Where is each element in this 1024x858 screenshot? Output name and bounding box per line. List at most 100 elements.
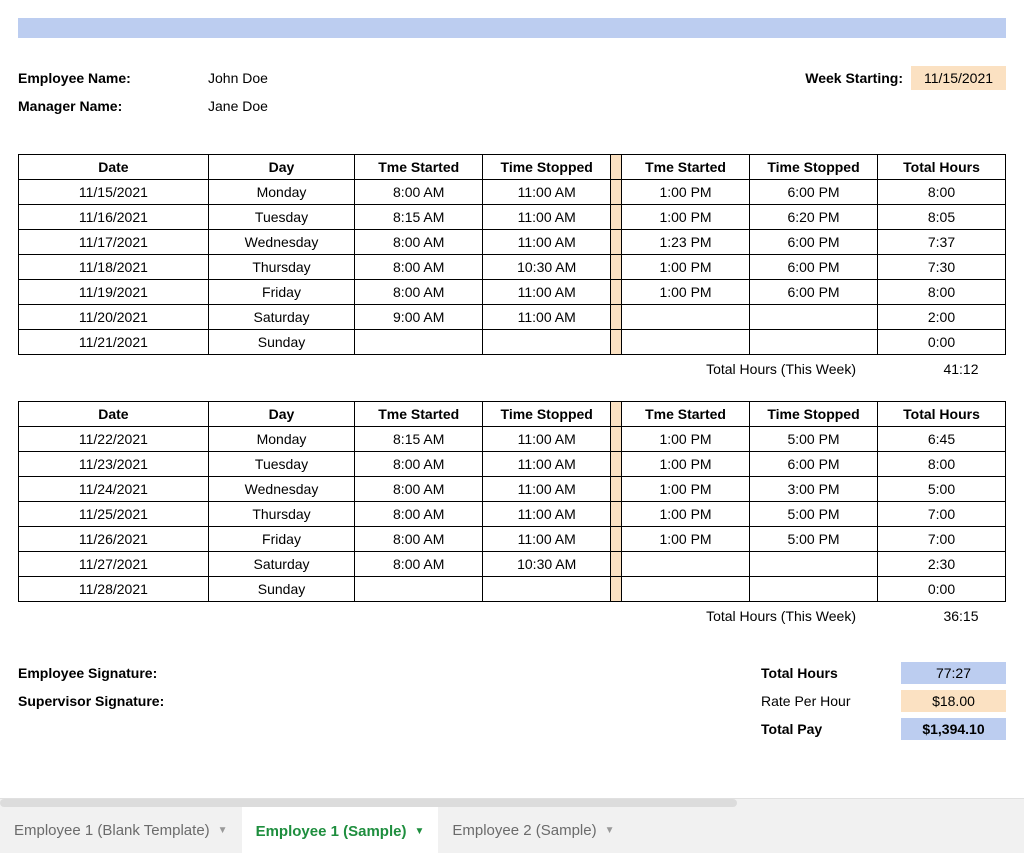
cell-start2[interactable]: 1:00 PM <box>622 280 750 305</box>
cell-day[interactable]: Tuesday <box>208 452 354 477</box>
table-row[interactable]: 11/15/2021Monday8:00 AM11:00 AM1:00 PM6:… <box>19 180 1006 205</box>
cell-start1[interactable]: 8:00 AM <box>355 477 483 502</box>
cell-date[interactable]: 11/22/2021 <box>19 427 209 452</box>
cell-stop1[interactable]: 11:00 AM <box>483 477 611 502</box>
cell-start2[interactable] <box>622 577 750 602</box>
cell-day[interactable]: Wednesday <box>208 477 354 502</box>
cell-start1[interactable]: 8:00 AM <box>355 552 483 577</box>
table-row[interactable]: 11/27/2021Saturday8:00 AM10:30 AM2:30 <box>19 552 1006 577</box>
cell-stop1[interactable]: 11:00 AM <box>483 280 611 305</box>
cell-start2[interactable]: 1:00 PM <box>622 180 750 205</box>
cell-day[interactable]: Saturday <box>208 305 354 330</box>
cell-start2[interactable] <box>622 330 750 355</box>
cell-start2[interactable]: 1:00 PM <box>622 477 750 502</box>
cell-total[interactable]: 8:00 <box>878 180 1006 205</box>
cell-stop1[interactable]: 11:00 AM <box>483 180 611 205</box>
cell-stop2[interactable]: 6:00 PM <box>750 280 878 305</box>
table-row[interactable]: 11/28/2021Sunday0:00 <box>19 577 1006 602</box>
cell-day[interactable]: Wednesday <box>208 230 354 255</box>
cell-start2[interactable]: 1:00 PM <box>622 527 750 552</box>
cell-stop1[interactable]: 11:00 AM <box>483 502 611 527</box>
cell-date[interactable]: 11/24/2021 <box>19 477 209 502</box>
cell-start2[interactable]: 1:00 PM <box>622 502 750 527</box>
cell-stop2[interactable]: 5:00 PM <box>750 527 878 552</box>
table-row[interactable]: 11/25/2021Thursday8:00 AM11:00 AM 1:00 PM… <box>19 502 1006 527</box>
cell-stop2[interactable]: 5:00 PM <box>750 502 878 527</box>
cell-day[interactable]: Monday <box>208 427 354 452</box>
cell-date[interactable]: 11/15/2021 <box>19 180 209 205</box>
cell-stop1[interactable]: 11:00 AM <box>483 527 611 552</box>
cell-day[interactable]: Sunday <box>208 577 354 602</box>
cell-stop1[interactable]: 10:30 AM <box>483 552 611 577</box>
cell-total[interactable]: 7:37 <box>878 230 1006 255</box>
cell-date[interactable]: 11/23/2021 <box>19 452 209 477</box>
cell-start2[interactable] <box>622 552 750 577</box>
cell-total[interactable]: 7:30 <box>878 255 1006 280</box>
table-row[interactable]: 11/23/2021Tuesday8:00 AM11:00 AM1:00 PM6… <box>19 452 1006 477</box>
cell-stop2[interactable] <box>750 330 878 355</box>
cell-stop2[interactable]: 3:00 PM <box>750 477 878 502</box>
cell-day[interactable]: Tuesday <box>208 205 354 230</box>
cell-start1[interactable]: 8:00 AM <box>355 255 483 280</box>
table-row[interactable]: 11/24/2021Wednesday8:00 AM11:00 AM 1:00 P… <box>19 477 1006 502</box>
cell-stop1[interactable] <box>483 330 611 355</box>
week-starting-value[interactable]: 11/15/2021 <box>911 66 1006 90</box>
cell-stop2[interactable]: 6:00 PM <box>750 255 878 280</box>
cell-date[interactable]: 11/16/2021 <box>19 205 209 230</box>
cell-start2[interactable] <box>622 305 750 330</box>
cell-start1[interactable] <box>355 330 483 355</box>
cell-total[interactable]: 7:00 <box>878 527 1006 552</box>
cell-start2[interactable]: 1:00 PM <box>622 452 750 477</box>
table-row[interactable]: 11/17/2021Wednesday8:00 AM11:00 AM1:23 P… <box>19 230 1006 255</box>
cell-day[interactable]: Thursday <box>208 502 354 527</box>
cell-total[interactable]: 8:00 <box>878 452 1006 477</box>
sheet-tab[interactable]: Employee 1 (Sample)▼ <box>242 807 439 853</box>
table-row[interactable]: 11/21/2021Sunday0:00 <box>19 330 1006 355</box>
cell-date[interactable]: 11/26/2021 <box>19 527 209 552</box>
cell-date[interactable]: 11/25/2021 <box>19 502 209 527</box>
cell-start1[interactable]: 8:00 AM <box>355 230 483 255</box>
cell-stop1[interactable]: 11:00 AM <box>483 305 611 330</box>
cell-total[interactable]: 5:00 <box>878 477 1006 502</box>
table-row[interactable]: 11/16/2021Tuesday8:15 AM11:00 AM 1:00 PM6… <box>19 205 1006 230</box>
table-row[interactable]: 11/18/2021Thursday8:00 AM10:30 AM1:00 PM… <box>19 255 1006 280</box>
table-row[interactable]: 11/26/2021Friday8:00 AM11:00 AM 1:00 PM5:… <box>19 527 1006 552</box>
cell-total[interactable]: 8:05 <box>878 205 1006 230</box>
cell-date[interactable]: 11/21/2021 <box>19 330 209 355</box>
cell-stop2[interactable] <box>750 552 878 577</box>
cell-total[interactable]: 2:00 <box>878 305 1006 330</box>
cell-start1[interactable]: 8:00 AM <box>355 452 483 477</box>
sheet-tab[interactable]: Employee 2 (Sample)▼ <box>438 807 628 853</box>
cell-stop1[interactable]: 11:00 AM <box>483 205 611 230</box>
chevron-down-icon[interactable]: ▼ <box>605 825 615 836</box>
cell-start1[interactable]: 8:00 AM <box>355 502 483 527</box>
cell-start2[interactable]: 1:00 PM <box>622 255 750 280</box>
cell-start1[interactable]: 8:00 AM <box>355 180 483 205</box>
cell-day[interactable]: Friday <box>208 280 354 305</box>
horizontal-scrollbar[interactable] <box>0 799 1024 807</box>
cell-day[interactable]: Saturday <box>208 552 354 577</box>
cell-start1[interactable]: 9:00 AM <box>355 305 483 330</box>
cell-stop1[interactable] <box>483 577 611 602</box>
cell-start1[interactable]: 8:15 AM <box>355 427 483 452</box>
cell-stop1[interactable]: 11:00 AM <box>483 452 611 477</box>
sheet-tab[interactable]: Employee 1 (Blank Template)▼ <box>0 807 242 853</box>
cell-day[interactable]: Thursday <box>208 255 354 280</box>
cell-start2[interactable]: 1:00 PM <box>622 427 750 452</box>
cell-stop2[interactable]: 6:00 PM <box>750 180 878 205</box>
chevron-down-icon[interactable]: ▼ <box>414 826 424 837</box>
cell-stop2[interactable]: 6:20 PM <box>750 205 878 230</box>
cell-stop1[interactable]: 11:00 AM <box>483 427 611 452</box>
table-row[interactable]: 11/19/2021Friday8:00 AM11:00 AM1:00 PM6:… <box>19 280 1006 305</box>
cell-start1[interactable]: 8:15 AM <box>355 205 483 230</box>
cell-start2[interactable]: 1:00 PM <box>622 205 750 230</box>
cell-stop1[interactable]: 11:00 AM <box>483 230 611 255</box>
scrollbar-thumb[interactable] <box>0 799 737 807</box>
cell-stop2[interactable]: 6:00 PM <box>750 230 878 255</box>
cell-day[interactable]: Friday <box>208 527 354 552</box>
cell-date[interactable]: 11/20/2021 <box>19 305 209 330</box>
cell-stop2[interactable]: 5:00 PM <box>750 427 878 452</box>
cell-start2[interactable]: 1:23 PM <box>622 230 750 255</box>
cell-start1[interactable]: 8:00 AM <box>355 527 483 552</box>
cell-total[interactable]: 0:00 <box>878 577 1006 602</box>
